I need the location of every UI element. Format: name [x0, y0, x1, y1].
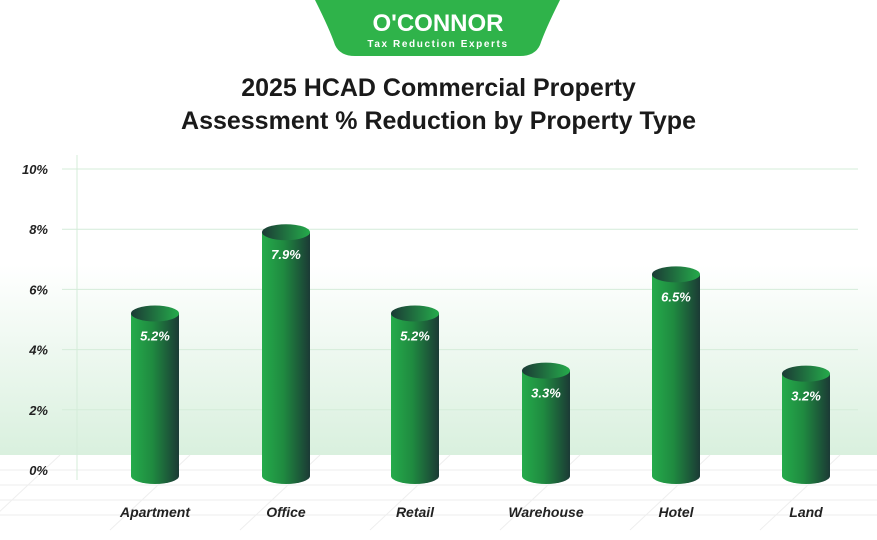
x-tick-label: Hotel [659, 504, 695, 520]
bar [782, 373, 830, 476]
bar-warehouse: 3.3% [522, 362, 570, 484]
x-tick-label: Land [789, 504, 823, 520]
y-tick-label: 8% [29, 222, 48, 237]
x-tick-label: Warehouse [508, 504, 583, 520]
data-label: 3.2% [791, 389, 821, 404]
bar-land: 3.2% [782, 365, 830, 484]
chart-title-line-1: 2025 HCAD Commercial Property [241, 74, 636, 102]
y-tick-label: 4% [28, 343, 48, 358]
logo-name: O'CONNOR [372, 10, 503, 37]
bar [522, 370, 570, 476]
data-label: 6.5% [661, 289, 691, 304]
bar-top [522, 362, 570, 379]
data-label: 3.3% [531, 386, 561, 401]
bar-retail: 5.2% [391, 305, 439, 484]
data-label: 5.2% [140, 328, 170, 343]
y-tick-label: 10% [22, 162, 48, 177]
bar [262, 232, 310, 476]
logo-tagline: Tax Reduction Experts [367, 39, 508, 50]
floor-line [0, 454, 61, 512]
x-tick-label: Apartment [119, 504, 191, 520]
y-tick-label: 6% [29, 282, 48, 297]
data-label: 5.2% [400, 328, 430, 343]
x-tick-label: Office [266, 504, 306, 520]
bar-hotel: 6.5% [652, 266, 700, 484]
x-tick-label: Retail [396, 504, 435, 520]
y-tick-label: 0% [29, 463, 48, 478]
bar-office: 7.9% [262, 224, 310, 484]
bar-apartment: 5.2% [131, 305, 179, 484]
bar [131, 313, 179, 476]
bar-top [782, 365, 830, 382]
bar-top [652, 266, 700, 283]
bar [652, 274, 700, 476]
bar-top [262, 224, 310, 241]
bar [391, 313, 439, 476]
bar-top [131, 305, 179, 322]
data-label: 7.9% [271, 247, 301, 262]
y-tick-label: 2% [28, 403, 48, 418]
bar-top [391, 305, 439, 322]
logo: O'CONNOR Tax Reduction Experts [315, 0, 560, 56]
chart-title-line-2: Assessment % Reduction by Property Type [181, 107, 696, 135]
